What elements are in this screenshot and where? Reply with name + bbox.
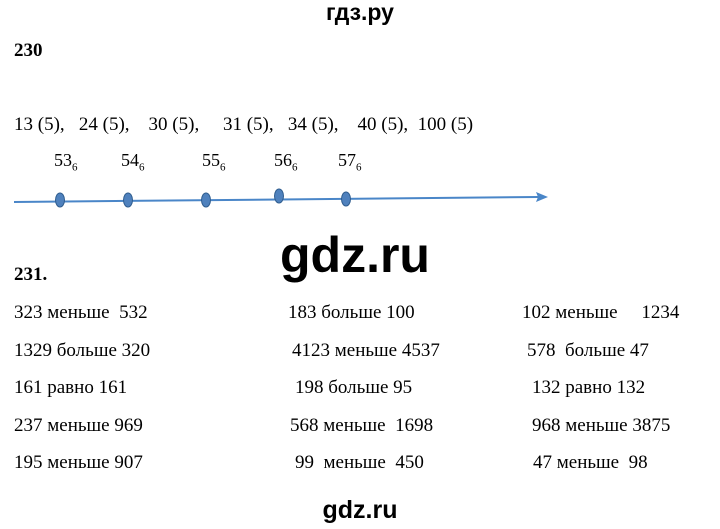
comparison: 237 меньше 969 [14,415,143,436]
comparison: 323 меньше 532 [14,302,148,323]
task-text: 13 (5), 24 (5), 30 (5), 31 (5), 34 (5), … [14,114,474,135]
label-base: 53 [54,150,72,170]
label-subscript: 6 [72,161,78,174]
point-label: 536 [54,150,78,174]
task-number: 231. [14,264,48,285]
label-base: 55 [202,150,220,170]
comparison: 1329 больше 320 [14,340,151,361]
label-base: 56 [274,150,292,170]
label-subscript: 6 [220,161,226,174]
comparison: 198 больше 95 [295,377,413,398]
label-base: 57 [338,150,356,170]
comparison: 4123 меньше 4537 [292,340,440,361]
point-dot [55,192,65,208]
comparison: 183 больше 100 [288,302,415,323]
point-label: 546 [121,150,145,174]
point-label: 566 [274,150,298,174]
point-dot [123,192,133,208]
point-label: 576 [338,150,362,174]
point-dot [201,192,211,208]
label-subscript: 6 [356,161,362,174]
comparison: 578 больше 47 [527,340,649,361]
label-subscript: 6 [292,161,298,174]
label-base: 54 [121,150,139,170]
comparison: 47 меньше 98 [533,452,648,473]
comparison: 99 меньше 450 [295,452,424,473]
comparison: 568 меньше 1698 [290,415,434,436]
point-dot [274,188,284,204]
point-label: 556 [202,150,226,174]
comparison: 161 равно 161 [14,377,128,398]
site-title: гдз.ру [326,0,394,25]
comparison: 132 равно 132 [532,377,646,398]
label-subscript: 6 [139,161,145,174]
comparison: 102 меньше 1234 [522,302,680,323]
axis-arrow [536,192,548,202]
comparison: 195 меньше 907 [14,452,143,473]
footer: gdz.ru [322,496,398,524]
watermark: gdz.ru [280,227,430,283]
point-dot [341,191,351,207]
task-number: 230 [14,40,43,61]
comparison: 968 меньше 3875 [532,415,671,436]
